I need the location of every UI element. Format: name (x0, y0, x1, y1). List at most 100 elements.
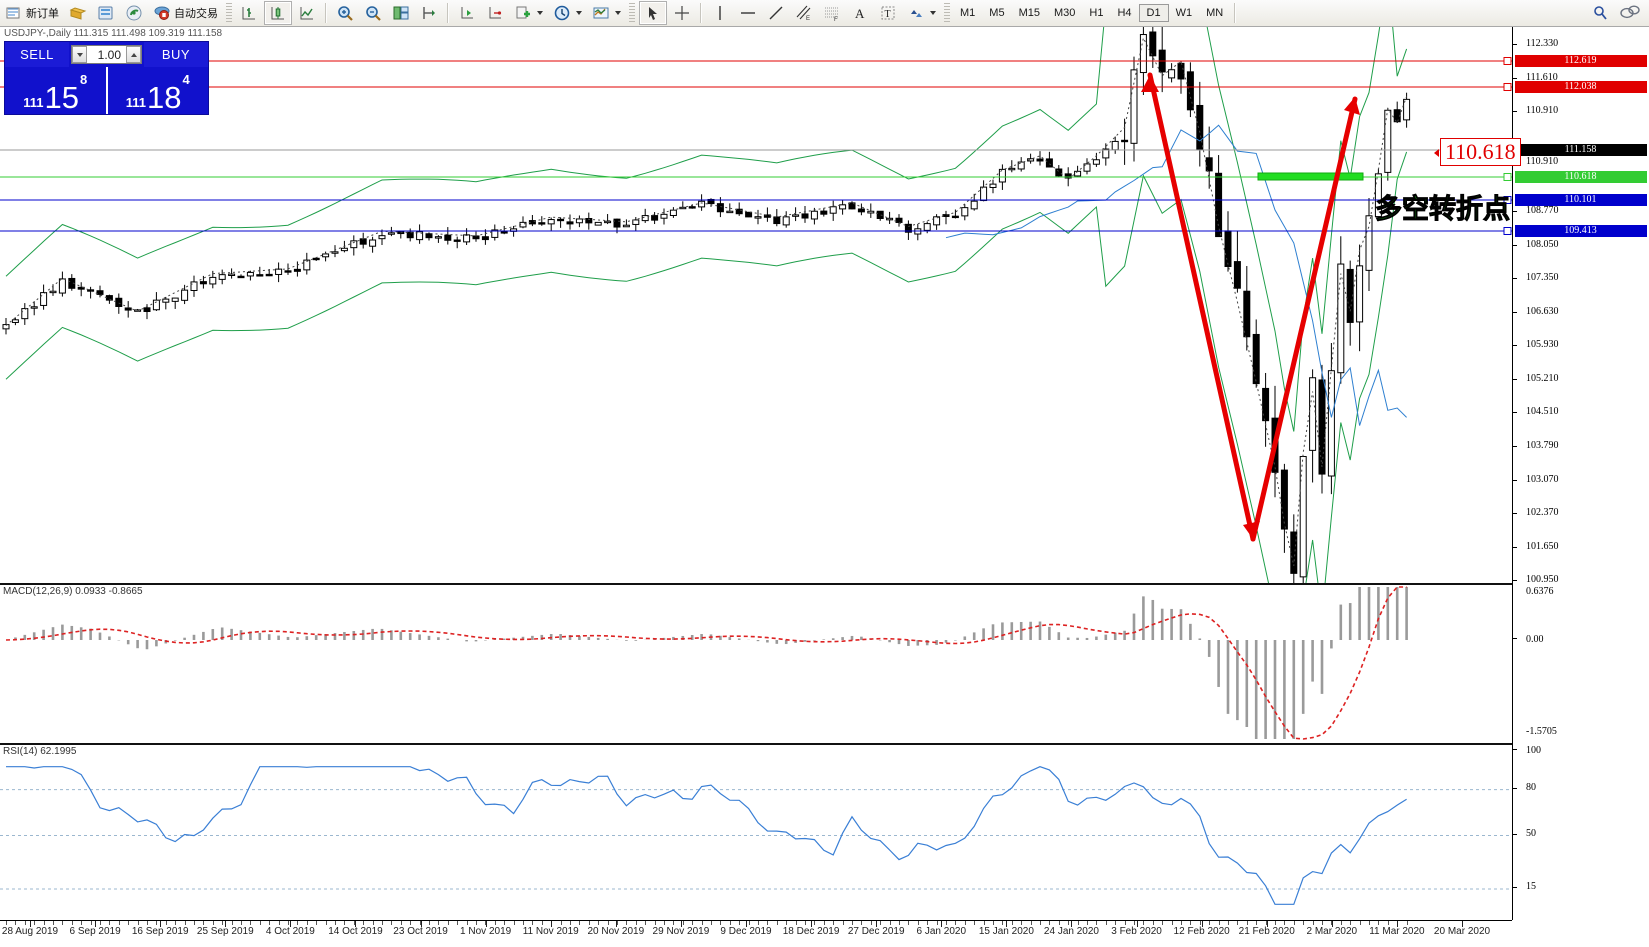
text-tool[interactable]: A (847, 1, 873, 25)
zoom-out-button[interactable] (360, 1, 386, 25)
trendline-tool[interactable] (763, 1, 789, 25)
rsi-subwindow[interactable]: RSI(14) 62.1995 (0, 743, 1512, 920)
price-level-label-6[interactable]: 109.413 (1515, 225, 1647, 237)
toolbar-grip-3[interactable] (944, 3, 950, 23)
timeframe-d1[interactable]: D1 (1138, 4, 1169, 22)
volume-stepper[interactable]: 1.00 (71, 45, 142, 64)
zoom-in-button[interactable] (332, 1, 358, 25)
signals-icon (125, 4, 143, 22)
buy-button[interactable]: BUY (144, 42, 208, 67)
tile-windows-button[interactable] (388, 1, 414, 25)
timeframe-m5[interactable]: M5 (989, 7, 1005, 19)
rsi-tick-100 (1513, 749, 1517, 750)
timeframe-m1[interactable]: M1 (960, 7, 976, 19)
auto-scroll-button[interactable] (454, 1, 480, 25)
date-major-tick (746, 921, 747, 927)
price-level-label-1[interactable]: 112.038 (1515, 81, 1647, 93)
price-level-label-2[interactable]: 111.158 (1515, 144, 1647, 156)
timeframe-h1[interactable]: H1 (1089, 7, 1104, 19)
volume-decrease-button[interactable] (72, 46, 87, 63)
volume-increase-button[interactable] (126, 46, 141, 63)
buy-price-main: 18 (147, 79, 182, 115)
date-tick (1040, 921, 1041, 925)
date-tick (1105, 921, 1107, 925)
autotrading-button[interactable]: 自动交易 (149, 1, 222, 25)
date-tick (81, 921, 83, 925)
date-tick (1369, 921, 1370, 925)
downtrend-line[interactable] (1147, 72, 1256, 542)
date-tick (128, 921, 130, 925)
horizontal-line-tool[interactable] (735, 1, 761, 25)
buy-price-quote[interactable]: 111 18 4 (105, 67, 209, 115)
price-tick-label: 108.050 (1526, 239, 1559, 251)
indicators-button[interactable] (510, 1, 547, 25)
timeframe-m30[interactable]: M30 (1053, 7, 1076, 19)
templates-button[interactable] (588, 1, 625, 25)
price-plot-area[interactable]: USDJPY-,Daily 111.315 111.498 109.319 11… (0, 27, 1521, 920)
chevron-down-icon-2[interactable] (576, 11, 582, 15)
candle (867, 203, 875, 218)
vertical-line-tool[interactable] (707, 1, 733, 25)
timeframe-m15[interactable]: M15 (1018, 7, 1040, 19)
line-chart-button[interactable] (294, 1, 320, 25)
date-label: 9 Dec 2019 (720, 926, 772, 937)
chat-icon[interactable] (1619, 4, 1640, 22)
candle (782, 211, 790, 228)
toolbar-grip-2[interactable] (629, 3, 635, 23)
crosshair-tool[interactable] (669, 1, 695, 25)
date-label: 12 Feb 2020 (1173, 926, 1230, 937)
expert-advisors-button[interactable] (65, 1, 91, 25)
sell-price-quote[interactable]: 111 15 8 (5, 67, 106, 114)
fibonacci-tool[interactable]: F (819, 1, 845, 25)
bar-chart-button[interactable] (236, 1, 262, 25)
periods-button[interactable] (549, 1, 586, 25)
horizontal-line-icon (739, 4, 757, 22)
date-tick (1359, 921, 1361, 925)
toolbar-grip[interactable] (226, 3, 232, 23)
candlestick-chart-button[interactable] (264, 1, 292, 25)
date-tick (673, 921, 675, 925)
timeframe-h4[interactable]: H4 (1117, 7, 1132, 19)
price-tick (1513, 77, 1517, 79)
sell-button[interactable]: SELL (5, 42, 69, 67)
macd-subwindow[interactable]: MACD(12,26,9) 0.0933 -0.8665 (0, 583, 1512, 741)
volume-value[interactable]: 1.00 (97, 47, 121, 62)
date-scale[interactable]: 28 Aug 2019 6 Sep 2019 16 Sep 2019 25 Sep 2… (0, 920, 1512, 947)
chevron-down-icon[interactable] (537, 11, 543, 15)
candle (942, 210, 950, 225)
data-window-button[interactable] (416, 1, 442, 25)
price-level-label-5[interactable]: 110.101 (1515, 194, 1647, 206)
drawing-objects-svg[interactable] (0, 27, 1512, 583)
candle (566, 214, 574, 230)
fib-level-label[interactable]: 110.618 (1440, 138, 1521, 166)
timeframe-w1[interactable]: W1 (1175, 7, 1193, 19)
search-icon[interactable] (1591, 4, 1609, 22)
one-click-trading-panel[interactable]: SELL 1.00 BUY 111 15 8 111 18 4 (4, 41, 209, 115)
price-tick (1513, 110, 1517, 112)
timeframe-mn[interactable]: MN (1206, 7, 1224, 19)
chevron-down-icon-3[interactable] (615, 11, 621, 15)
date-tick (523, 921, 524, 925)
date-tick (15, 921, 17, 925)
date-tick (842, 921, 844, 925)
date-major-tick (615, 921, 617, 927)
chart-shift-button[interactable] (482, 1, 508, 25)
candle (820, 208, 828, 217)
signals-button[interactable] (121, 1, 147, 25)
uptrend-line[interactable] (1250, 96, 1358, 542)
shapes-tool[interactable] (903, 1, 940, 25)
market-book-button[interactable] (93, 1, 119, 25)
turning-point-annotation[interactable]: 多空转折点 (1375, 194, 1511, 226)
price-scale[interactable]: 112.330 111.610 110.910 108.770 108.050 107.3… (1512, 27, 1649, 920)
price-level-label-4[interactable]: 110.618 (1515, 171, 1647, 183)
new-order-button[interactable]: 新订单 (1, 1, 63, 25)
chart-window[interactable]: USDJPY-,Daily 111.315 111.498 109.319 11… (0, 27, 1649, 947)
price-tick (1513, 412, 1517, 414)
equidistant-channel-tool[interactable]: E (791, 1, 817, 25)
date-tick (532, 921, 534, 925)
text-label-tool[interactable]: T (875, 1, 901, 25)
cursor-tool[interactable] (639, 1, 667, 25)
date-tick (720, 921, 722, 925)
price-level-label-0[interactable]: 112.619 (1515, 55, 1647, 67)
chevron-down-icon-4[interactable] (930, 11, 936, 15)
